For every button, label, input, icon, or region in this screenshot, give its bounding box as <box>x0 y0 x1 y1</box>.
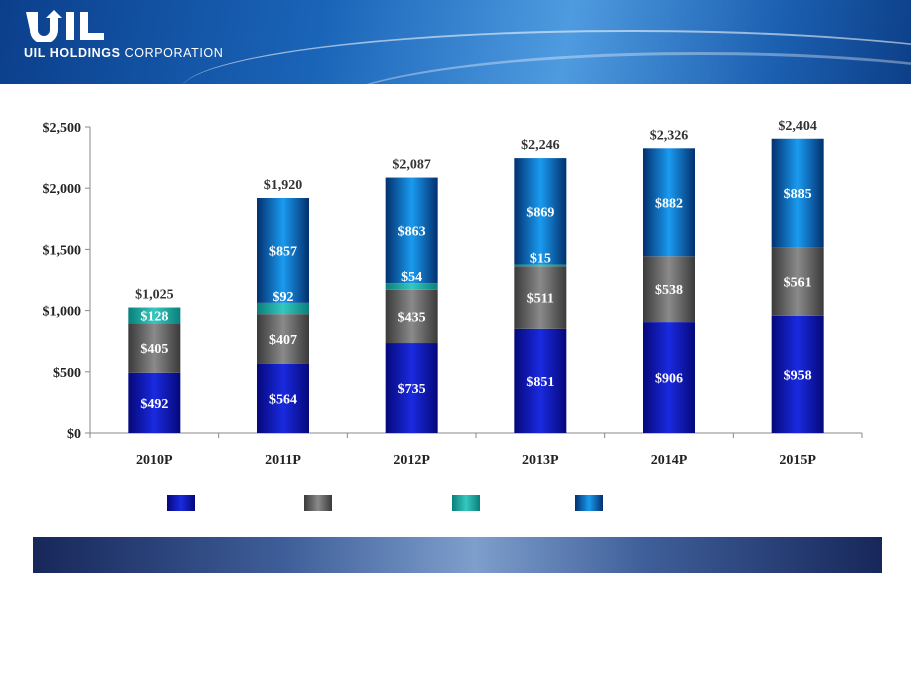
logo-mark <box>24 10 223 42</box>
x-tick-label: 2013P <box>522 453 559 468</box>
bar-segment <box>643 322 695 433</box>
bar-segment <box>128 307 181 324</box>
bar-value-label: $906 <box>655 372 683 387</box>
bar-segment <box>385 283 438 290</box>
x-tick-label: 2012P <box>393 453 430 468</box>
chart-labels: $492 $405 $128 $1,025 $564 $407 $92 $857 $1,920 $… <box>135 119 817 412</box>
legend-swatch <box>304 495 332 511</box>
company-name: UIL HOLDINGS CORPORATION <box>24 46 223 60</box>
bar-value-label: $863 <box>398 224 426 239</box>
header-swoosh <box>180 30 911 84</box>
bar-segment <box>257 197 309 303</box>
y-tick-label: $500 <box>53 366 81 381</box>
bar-segment <box>771 247 824 316</box>
bar-value-label: $15 <box>530 251 551 266</box>
bar-value-label: $54 <box>401 270 422 285</box>
bar-segment <box>385 177 438 284</box>
bar-value-label: $564 <box>269 392 297 407</box>
bar-value-label: $882 <box>655 196 683 211</box>
legend-swatch <box>167 495 195 511</box>
legend-swatch <box>452 495 480 511</box>
bar-value-label: $561 <box>784 275 812 290</box>
bar-total-label: $2,404 <box>778 119 817 134</box>
bar-total-label: $1,920 <box>264 178 303 193</box>
bar-total-label: $2,087 <box>392 158 431 173</box>
bar-segment <box>643 148 695 257</box>
bar-segment <box>514 266 567 329</box>
bar-segment <box>771 315 824 433</box>
bar-segment <box>385 343 438 433</box>
chart-bars <box>128 138 824 433</box>
bar-value-label: $857 <box>269 244 297 259</box>
x-tick-label: 2015P <box>779 453 816 468</box>
bar-value-label: $435 <box>398 310 426 325</box>
bar-segment <box>514 158 567 265</box>
bar-segment <box>514 328 567 433</box>
bar-segment <box>771 138 824 248</box>
y-tick-label: $2,000 <box>43 182 82 197</box>
footer-banner <box>33 537 882 573</box>
y-tick-label: $2,500 <box>43 121 82 136</box>
bar-total-label: $2,326 <box>650 128 689 143</box>
header-swoosh <box>320 52 911 84</box>
y-tick-label: $1,500 <box>43 243 82 258</box>
company-name-bold: UIL HOLDINGS <box>24 46 121 60</box>
bar-value-label: $538 <box>655 283 683 298</box>
header-banner: UIL HOLDINGS CORPORATION <box>0 0 911 84</box>
x-tick-label: 2014P <box>651 453 688 468</box>
bar-segment <box>128 323 181 373</box>
bar-value-label: $92 <box>273 290 294 305</box>
bar-value-label: $405 <box>140 342 168 357</box>
bar-segment <box>643 256 695 323</box>
bar-segment <box>257 363 309 433</box>
x-tick-label: 2010P <box>136 453 173 468</box>
bar-value-label: $128 <box>140 309 168 324</box>
bar-segment <box>257 314 309 364</box>
company-name-rest: CORPORATION <box>120 46 224 60</box>
bar-value-label: $511 <box>527 292 554 307</box>
bar-total-label: $1,025 <box>135 288 174 303</box>
bar-value-label: $492 <box>140 397 168 412</box>
bar-value-label: $885 <box>784 187 812 202</box>
bar-segment <box>385 289 438 344</box>
chart-axes: $0 $500 $1,000 $1,500 $2,000 $2,500 2010P 2011P… <box>43 121 863 468</box>
chart-legend <box>167 495 603 511</box>
uil-logo-icon <box>26 10 104 42</box>
bar-segment <box>257 302 309 315</box>
bar-value-label: $869 <box>526 205 554 220</box>
y-tick-label: $1,000 <box>43 305 82 320</box>
bar-value-label: $735 <box>398 382 426 397</box>
legend-swatch <box>575 495 603 511</box>
stacked-bar-chart: $0 $500 $1,000 $1,500 $2,000 $2,500 2010P 2011P… <box>43 119 863 511</box>
y-tick-label: $0 <box>67 427 81 442</box>
bar-value-label: $851 <box>526 375 554 390</box>
bar-segment <box>514 264 567 267</box>
x-tick-label: 2011P <box>265 453 301 468</box>
bar-value-label: $407 <box>269 333 297 348</box>
bar-segment <box>128 372 181 433</box>
bar-total-label: $2,246 <box>521 138 560 153</box>
bar-value-label: $958 <box>784 368 812 383</box>
company-logo: UIL HOLDINGS CORPORATION <box>24 10 223 60</box>
